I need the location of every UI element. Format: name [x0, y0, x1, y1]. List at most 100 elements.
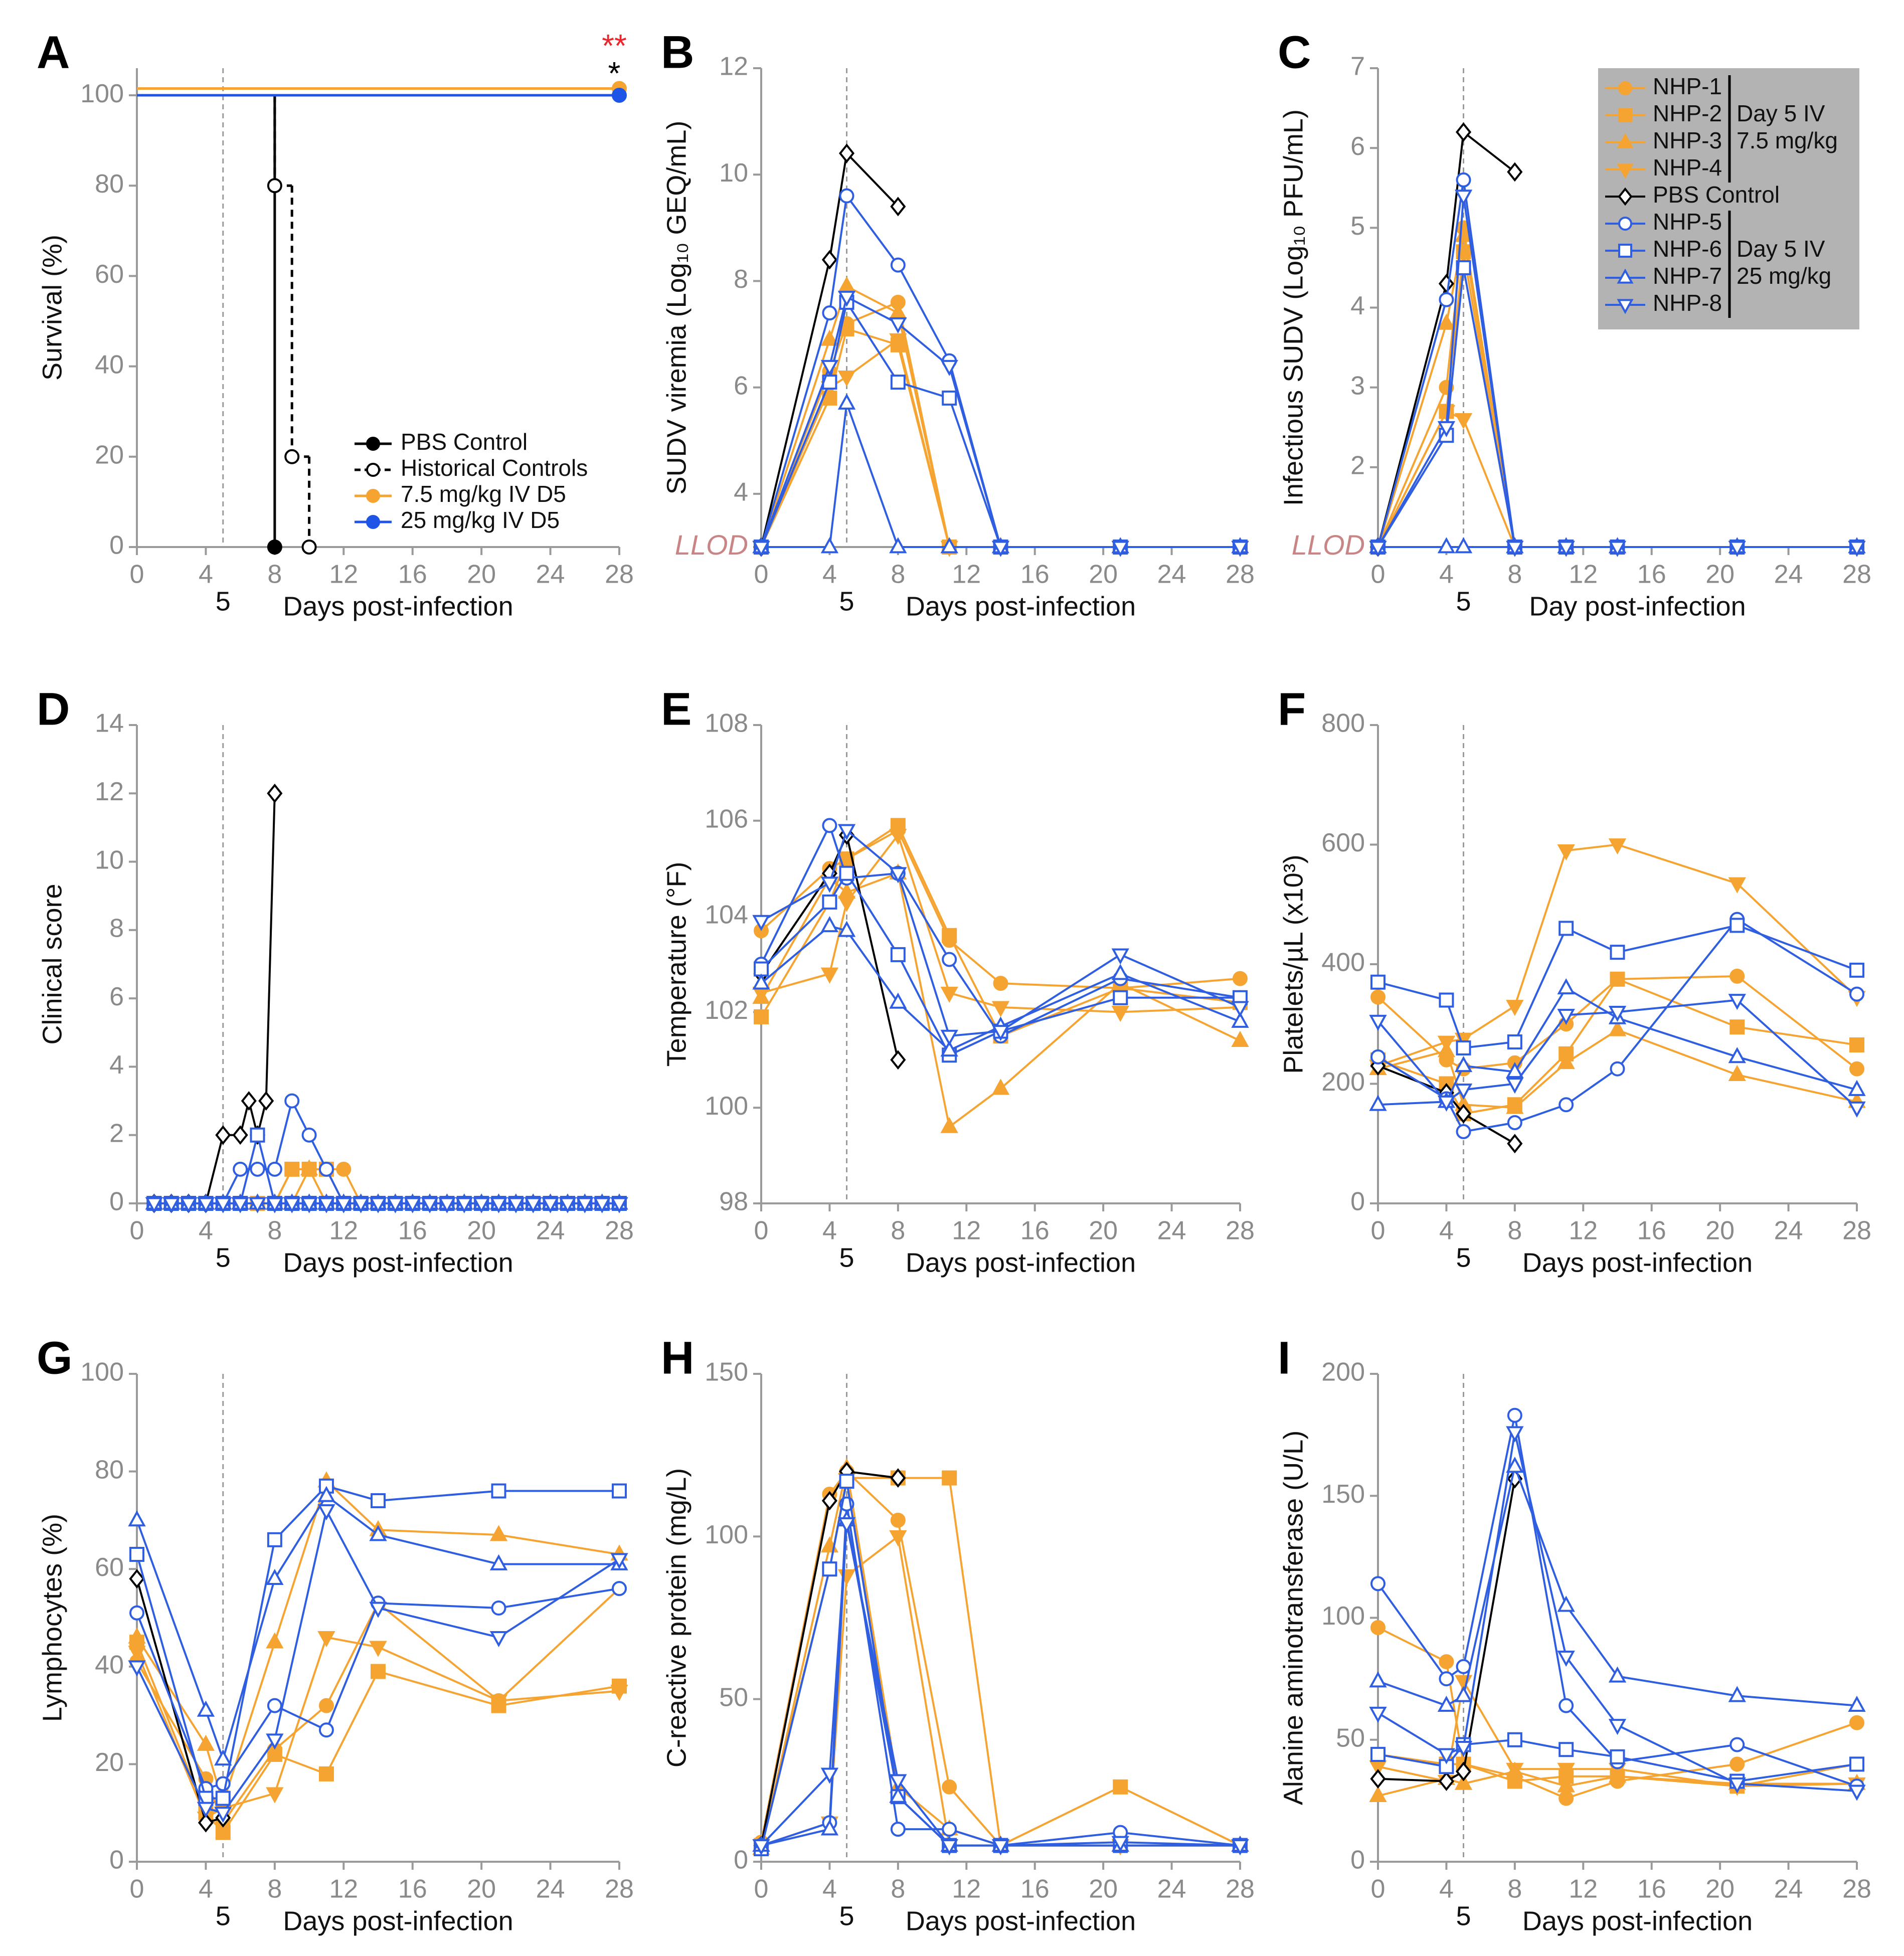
marker	[1507, 1134, 1523, 1154]
marker	[266, 1197, 284, 1213]
x-tick-label: 20	[467, 1216, 496, 1246]
x-tick-label: 28	[605, 560, 634, 589]
marker	[1111, 541, 1129, 557]
legend-group-label: Day 5 IV	[1737, 236, 1825, 262]
marker	[1849, 1756, 1864, 1772]
marker	[991, 1025, 1010, 1041]
marker	[197, 1734, 215, 1751]
marker	[1506, 1426, 1524, 1443]
marker	[942, 928, 957, 943]
marker	[1111, 948, 1129, 965]
y-tick-label: 80	[95, 1455, 124, 1484]
marker	[267, 1698, 282, 1713]
x-tick-label: 28	[1226, 560, 1255, 589]
marker	[267, 1161, 282, 1177]
marker	[1439, 1654, 1454, 1670]
marker	[890, 1468, 906, 1488]
series-line	[136, 1494, 619, 1763]
panel-label: E	[661, 683, 691, 735]
marker	[839, 865, 854, 881]
x-axis-label: Days post-infection	[283, 1906, 513, 1936]
x-tick-label: 12	[329, 1216, 358, 1246]
x-axis-label: Days post-infection	[283, 591, 513, 621]
marker	[1231, 1839, 1249, 1856]
marker	[940, 986, 958, 1003]
x-tick-label: 4	[199, 1875, 213, 1904]
marker	[942, 1779, 957, 1795]
x-tick-label: 20	[1089, 1216, 1118, 1246]
x-tick-label: 12	[329, 1875, 358, 1904]
y-tick-label: 8	[109, 914, 124, 943]
marker	[215, 1791, 231, 1806]
legend-marker	[1617, 163, 1634, 179]
x-tick-label: 20	[1089, 560, 1118, 589]
y-tick-label: 150	[1321, 1480, 1365, 1509]
y-tick-label: 100	[705, 1520, 748, 1549]
series-line	[1377, 1478, 1516, 1783]
marker	[1559, 1097, 1574, 1113]
marker	[266, 1787, 284, 1804]
marker	[1729, 1756, 1745, 1772]
marker	[822, 305, 837, 321]
marker	[352, 1197, 370, 1213]
y-tick-label: 108	[705, 709, 748, 738]
marker	[1231, 1001, 1249, 1017]
marker	[472, 1197, 490, 1213]
y-tick-label: 2	[109, 1119, 124, 1148]
series-line	[761, 833, 1241, 1013]
legend-label: NHP-2	[1653, 100, 1722, 126]
y-tick-label: 4	[734, 478, 748, 507]
marker	[214, 1807, 232, 1823]
marker	[1369, 1706, 1387, 1723]
marker	[1557, 1776, 1575, 1793]
series-line	[760, 295, 1240, 548]
marker	[267, 540, 282, 555]
y-tick-label: 6	[1350, 132, 1365, 161]
marker	[1507, 1407, 1522, 1423]
marker	[197, 1700, 215, 1717]
x-tick-label: 28	[1842, 560, 1871, 589]
legend-group-label: 7.5 mg/kg	[1737, 127, 1838, 153]
marker	[300, 1159, 318, 1176]
legend-marker	[366, 463, 380, 477]
marker	[1233, 971, 1248, 986]
y-tick-label: LLOD	[1292, 529, 1365, 561]
marker	[180, 1197, 198, 1213]
y-axis-label: Lymphocytes (%)	[37, 1514, 67, 1722]
marker	[197, 1197, 215, 1213]
marker	[940, 1839, 958, 1856]
marker	[489, 1197, 508, 1213]
marker	[318, 1698, 334, 1713]
y-tick-label: 2	[1350, 451, 1365, 480]
x-axis-label: Days post-infection	[906, 1248, 1136, 1278]
marker	[1113, 1779, 1128, 1795]
x-tick-label: 28	[1842, 1875, 1871, 1904]
y-tick-label: 102	[705, 996, 748, 1025]
marker	[890, 947, 906, 962]
x-tick-label: 8	[1507, 1216, 1522, 1246]
marker	[752, 541, 770, 557]
series-line	[1377, 924, 1857, 1049]
x-tick-label: 24	[1774, 1216, 1803, 1246]
marker	[241, 1091, 257, 1111]
y-tick-label: 100	[705, 1092, 748, 1121]
series-line	[1377, 1432, 1857, 1792]
marker	[942, 1470, 957, 1486]
y-tick-label: 14	[95, 709, 124, 738]
marker	[839, 1474, 854, 1489]
marker	[283, 1197, 301, 1213]
y-tick-label: 400	[1321, 948, 1365, 977]
series-line	[136, 1507, 620, 1815]
marker	[940, 1029, 958, 1046]
marker	[1231, 541, 1249, 557]
marker	[1608, 1666, 1627, 1683]
marker	[1608, 1020, 1627, 1036]
x-tick-label: 12	[329, 560, 358, 589]
x-tick-label: 0	[1371, 1875, 1386, 1904]
marker	[1848, 1101, 1866, 1118]
marker	[162, 1197, 181, 1213]
marker	[1506, 1061, 1524, 1079]
series-line	[760, 823, 1241, 1037]
marker	[129, 1605, 144, 1621]
series-line	[1377, 130, 1516, 548]
